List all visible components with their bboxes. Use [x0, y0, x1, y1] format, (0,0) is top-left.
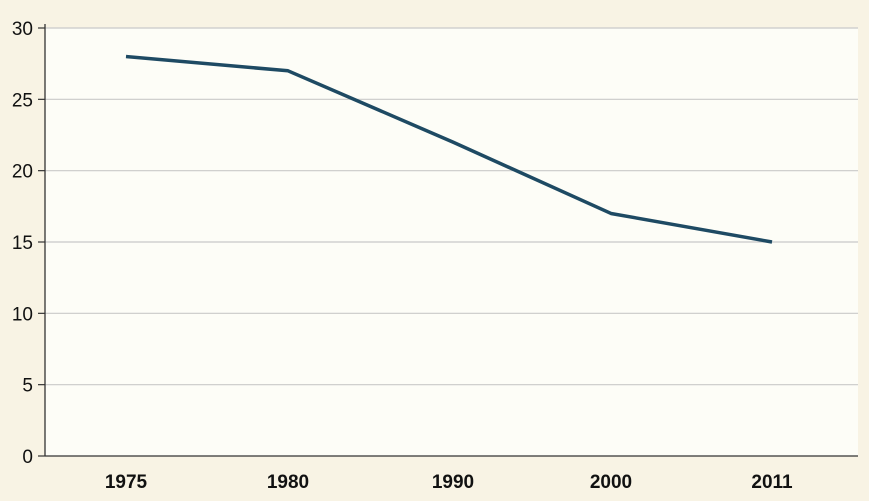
- y-tick-label: 30: [12, 19, 33, 40]
- y-axis-ticks: 0 5 10 15 20 25 30: [12, 19, 45, 468]
- x-tick-label: 2011: [751, 472, 793, 493]
- x-axis-ticks: 1975 1980 1990 2000 2011: [105, 472, 793, 493]
- y-tick-label: 10: [12, 304, 33, 325]
- x-tick-label: 1975: [105, 472, 148, 493]
- axes: [44, 24, 858, 457]
- y-tick-label: 15: [12, 233, 33, 254]
- x-tick-label: 1990: [432, 472, 474, 493]
- x-tick-label: 2000: [590, 472, 632, 493]
- y-tick-label: 5: [22, 376, 33, 397]
- y-tick-label: 20: [12, 162, 33, 183]
- series: [125, 54, 773, 244]
- y-tick-label: 0: [22, 447, 33, 468]
- y-tick-label: 25: [12, 90, 33, 111]
- gridlines: [45, 27, 858, 386]
- x-tick-label: 1980: [267, 472, 309, 493]
